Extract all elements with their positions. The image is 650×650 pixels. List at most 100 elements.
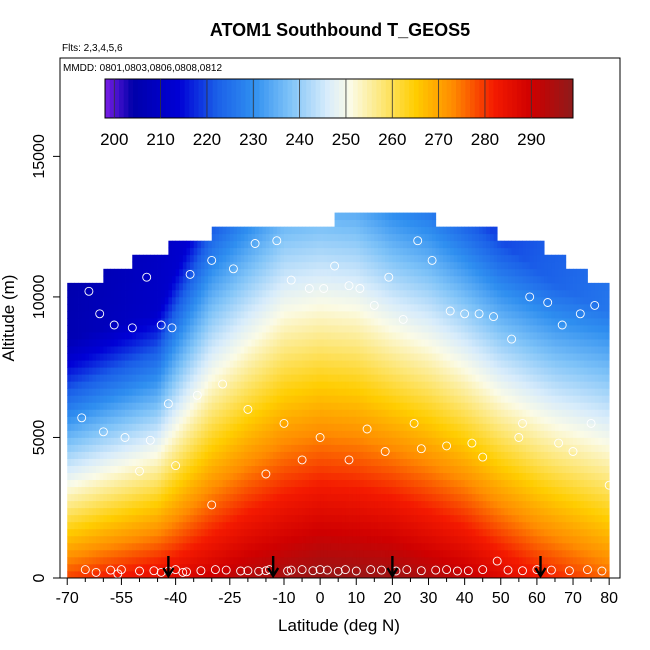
heatmap-cell bbox=[406, 332, 411, 340]
heatmap-cell bbox=[200, 479, 205, 488]
heatmap-cell bbox=[81, 542, 86, 551]
heatmap-cell bbox=[356, 219, 361, 228]
heatmap-cell bbox=[193, 332, 198, 340]
heatmap-cell bbox=[121, 514, 126, 523]
heatmap-cell bbox=[96, 465, 101, 473]
heatmap-cell bbox=[269, 303, 274, 312]
heatmap-cell bbox=[193, 451, 198, 459]
heatmap-cell bbox=[265, 479, 270, 488]
heatmap-cell bbox=[88, 310, 93, 319]
heatmap-cell bbox=[388, 556, 393, 565]
heatmap-cell bbox=[226, 500, 231, 509]
heatmap-cell bbox=[92, 303, 97, 312]
heatmap-cell bbox=[233, 458, 238, 466]
heatmap-cell bbox=[352, 360, 357, 368]
heatmap-cell bbox=[262, 282, 267, 291]
heatmap-cell bbox=[251, 233, 256, 242]
heatmap-cell bbox=[265, 437, 270, 445]
heatmap-cell bbox=[114, 521, 119, 530]
heatmap-cell bbox=[399, 570, 404, 578]
heatmap-cell bbox=[153, 261, 158, 270]
heatmap-cell bbox=[258, 268, 263, 277]
heatmap-cell bbox=[287, 367, 292, 375]
heatmap-cell bbox=[334, 268, 339, 277]
heatmap-cell bbox=[338, 514, 343, 523]
heatmap-cell bbox=[338, 528, 343, 537]
heatmap-cell bbox=[345, 395, 350, 403]
heatmap-cell bbox=[190, 423, 195, 431]
heatmap-cell bbox=[96, 318, 101, 326]
heatmap-cell bbox=[377, 212, 382, 221]
heatmap-cell bbox=[341, 521, 346, 530]
heatmap-cell bbox=[193, 381, 198, 389]
heatmap-cell bbox=[255, 458, 260, 466]
heatmap-cell bbox=[179, 451, 184, 459]
heatmap-cell bbox=[359, 521, 364, 530]
heatmap-cell bbox=[334, 360, 339, 368]
heatmap-cell bbox=[381, 381, 386, 389]
heatmap-cell bbox=[414, 507, 419, 516]
heatmap-cell bbox=[312, 275, 317, 284]
heatmap-cell bbox=[150, 374, 155, 382]
heatmap-cell bbox=[388, 325, 393, 333]
heatmap-cell bbox=[294, 458, 299, 466]
heatmap-cell bbox=[164, 275, 169, 284]
heatmap-cell bbox=[182, 493, 187, 502]
heatmap-cell bbox=[370, 374, 375, 382]
heatmap-cell bbox=[143, 521, 148, 530]
heatmap-cell bbox=[153, 535, 158, 544]
heatmap-cell bbox=[255, 528, 260, 537]
heatmap-cell bbox=[316, 254, 321, 263]
heatmap-cell bbox=[294, 261, 299, 270]
heatmap-cell bbox=[374, 402, 379, 410]
heatmap-cell bbox=[197, 563, 202, 572]
heatmap-cell bbox=[377, 479, 382, 488]
heatmap-cell bbox=[399, 275, 404, 284]
heatmap-cell bbox=[388, 346, 393, 354]
heatmap-cell bbox=[403, 275, 408, 284]
heatmap-cell bbox=[81, 381, 86, 389]
heatmap-cell bbox=[200, 437, 205, 445]
heatmap-cell bbox=[388, 409, 393, 417]
heatmap-cell bbox=[186, 542, 191, 551]
heatmap-cell bbox=[305, 549, 310, 558]
heatmap-cell bbox=[96, 296, 101, 305]
heatmap-cell bbox=[359, 318, 364, 326]
heatmap-cell bbox=[435, 500, 440, 509]
heatmap-cell bbox=[237, 451, 242, 459]
heatmap-cell bbox=[70, 528, 75, 537]
heatmap-cell bbox=[146, 486, 151, 495]
heatmap-cell bbox=[388, 261, 393, 270]
heatmap-cell bbox=[197, 268, 202, 277]
temperature-heatmap bbox=[67, 212, 610, 578]
heatmap-cell bbox=[396, 247, 401, 256]
heatmap-cell bbox=[410, 444, 415, 452]
heatmap-cell bbox=[110, 303, 115, 312]
heatmap-cell bbox=[161, 409, 166, 417]
heatmap-cell bbox=[237, 381, 242, 389]
heatmap-cell bbox=[280, 465, 285, 473]
heatmap-cell bbox=[262, 367, 267, 375]
heatmap-cell bbox=[406, 514, 411, 523]
heatmap-cell bbox=[352, 479, 357, 488]
heatmap-cell bbox=[320, 388, 325, 396]
heatmap-cell bbox=[99, 395, 104, 403]
heatmap-cell bbox=[215, 486, 220, 495]
heatmap-cell bbox=[96, 479, 101, 488]
heatmap-cell bbox=[208, 353, 213, 361]
heatmap-cell bbox=[135, 289, 140, 298]
heatmap-cell bbox=[258, 247, 263, 256]
heatmap-cell bbox=[255, 339, 260, 347]
heatmap-cell bbox=[392, 528, 397, 537]
heatmap-cell bbox=[114, 360, 119, 368]
heatmap-cell bbox=[363, 261, 368, 270]
heatmap-cell bbox=[175, 261, 180, 270]
heatmap-cell bbox=[320, 268, 325, 277]
heatmap-cell bbox=[305, 395, 310, 403]
heatmap-cell bbox=[172, 514, 177, 523]
heatmap-cell bbox=[287, 556, 292, 565]
heatmap-cell bbox=[381, 303, 386, 312]
heatmap-cell bbox=[334, 570, 339, 578]
heatmap-cell bbox=[417, 374, 422, 382]
heatmap-cell bbox=[222, 353, 227, 361]
